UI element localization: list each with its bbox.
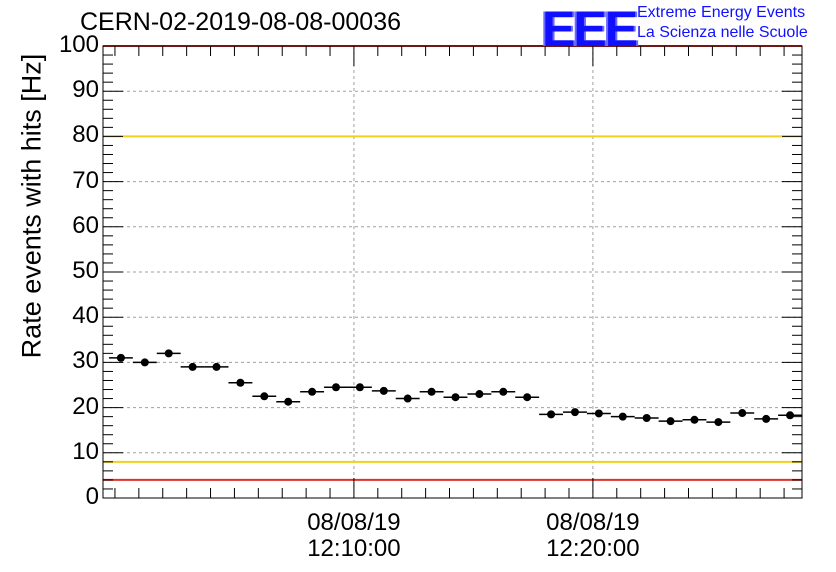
data-point	[523, 393, 532, 402]
y-tick-label: 40	[72, 302, 99, 330]
x-tick-label: 08/08/19 12:20:00	[523, 510, 663, 562]
data-point	[762, 414, 771, 423]
y-tick-label: 0	[85, 483, 99, 510]
data-point	[403, 394, 412, 403]
data-point	[379, 386, 388, 395]
data-point	[786, 411, 795, 420]
x-tick-label: 08/08/19 12:10:00	[284, 510, 424, 562]
data-point	[260, 392, 269, 401]
data-point	[738, 409, 747, 418]
eee-logo: EEE	[542, 1, 638, 57]
data-point	[188, 362, 197, 371]
x-tick-date: 08/08/19	[546, 509, 640, 536]
data-point	[570, 408, 579, 417]
logo-line-2: La Scienza nelle Scuole	[637, 24, 808, 41]
x-tick-time: 12:20:00	[546, 535, 640, 562]
data-point	[308, 387, 317, 396]
data-point	[618, 412, 627, 421]
data-point	[547, 410, 556, 419]
data-point	[451, 393, 460, 402]
y-tick-label: 80	[72, 121, 99, 149]
y-tick-label: 60	[72, 211, 99, 239]
data-point	[594, 409, 603, 418]
grid	[103, 46, 802, 498]
y-tick-label: 30	[72, 347, 99, 375]
data-point	[642, 413, 651, 422]
data-point	[690, 415, 699, 424]
data-point	[714, 418, 723, 427]
data-point	[332, 383, 340, 392]
data-point	[284, 397, 293, 406]
y-tick-label: 90	[72, 76, 99, 104]
data-point	[140, 358, 149, 367]
data-point	[666, 417, 675, 426]
logo-line-1: Extreme Energy Events	[637, 4, 806, 21]
data-points	[108, 349, 802, 427]
data-point	[164, 349, 173, 358]
data-point	[116, 353, 125, 362]
x-tick-date: 08/08/19	[307, 509, 401, 536]
chart-title: CERN-02-2019-08-08-00036	[80, 8, 402, 36]
axis-ticks	[103, 45, 802, 499]
y-tick-label: 20	[72, 392, 99, 420]
reference-lines	[103, 45, 802, 481]
data-point	[427, 387, 436, 396]
y-tick-label: 50	[72, 257, 99, 284]
data-point	[499, 387, 508, 396]
y-tick-label: 70	[72, 166, 99, 194]
data-point	[212, 362, 221, 371]
data-point	[236, 378, 245, 387]
y-tick-label: 10	[72, 437, 99, 465]
data-point	[355, 383, 364, 392]
data-point	[475, 390, 484, 399]
plot-frame	[102, 45, 803, 499]
y-tick-label: 100	[58, 31, 99, 58]
x-tick-time: 12:10:00	[307, 535, 401, 562]
